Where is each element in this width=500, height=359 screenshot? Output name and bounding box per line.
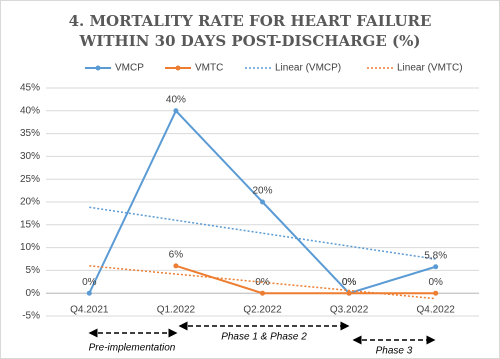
data-label: 0% xyxy=(82,277,97,288)
y-tick-label: -5% xyxy=(22,311,40,322)
y-tick-label: 0% xyxy=(26,288,41,299)
legend-label: Linear (VMTC) xyxy=(397,63,463,74)
legend-marker xyxy=(175,65,181,71)
phase-arrows xyxy=(88,321,436,345)
x-tick-label: Q1.2022 xyxy=(157,305,196,316)
y-tick-label: 45% xyxy=(20,83,40,94)
chart-title: 4. MORTALITY RATE FOR HEART FAILURE xyxy=(69,12,432,30)
y-tick-label: 20% xyxy=(20,197,40,208)
data-point xyxy=(260,290,265,296)
y-tick-label: 25% xyxy=(20,174,40,185)
y-tick-label: 5% xyxy=(26,265,41,276)
data-label: 5,8% xyxy=(424,250,447,261)
data-point xyxy=(86,290,92,296)
chart-title: WITHIN 30 DAYS POST-DISCHARGE (%) xyxy=(79,32,421,50)
y-tick-label: 10% xyxy=(20,242,40,253)
x-tick-label: Q4.2021 xyxy=(70,305,109,316)
data-label: 20% xyxy=(252,186,272,197)
annotation: Phase 3 xyxy=(376,346,413,357)
x-tick-label: Q2.2022 xyxy=(243,305,282,316)
data-point xyxy=(173,108,179,114)
x-tick-label: Q4.2022 xyxy=(417,305,456,316)
data-label: 0% xyxy=(342,277,357,288)
data-point xyxy=(346,290,352,296)
legend-label: Linear (VMCP) xyxy=(275,63,341,74)
data-point xyxy=(173,263,179,269)
data-point xyxy=(260,199,265,205)
annotation: Phase 1 & Phase 2 xyxy=(221,332,307,343)
data-label: 40% xyxy=(166,94,186,105)
data-label: 0% xyxy=(255,277,270,288)
data-label: 0% xyxy=(342,277,357,288)
data-label: 6% xyxy=(169,249,184,260)
legend-marker xyxy=(95,65,101,71)
legend-label: VMCP xyxy=(115,63,144,74)
series-line xyxy=(175,264,436,295)
data-label: 0% xyxy=(428,277,443,288)
legend-label: VMTC xyxy=(195,63,223,74)
y-tick-label: 30% xyxy=(20,151,40,162)
data-point xyxy=(433,264,439,270)
annotation: Pre-implementation xyxy=(89,343,176,354)
data-point xyxy=(433,290,439,296)
y-tick-label: 35% xyxy=(20,128,40,139)
y-tick-label: 15% xyxy=(20,219,40,230)
x-tick-label: Q3.2022 xyxy=(330,305,369,316)
y-tick-label: 40% xyxy=(20,105,40,116)
